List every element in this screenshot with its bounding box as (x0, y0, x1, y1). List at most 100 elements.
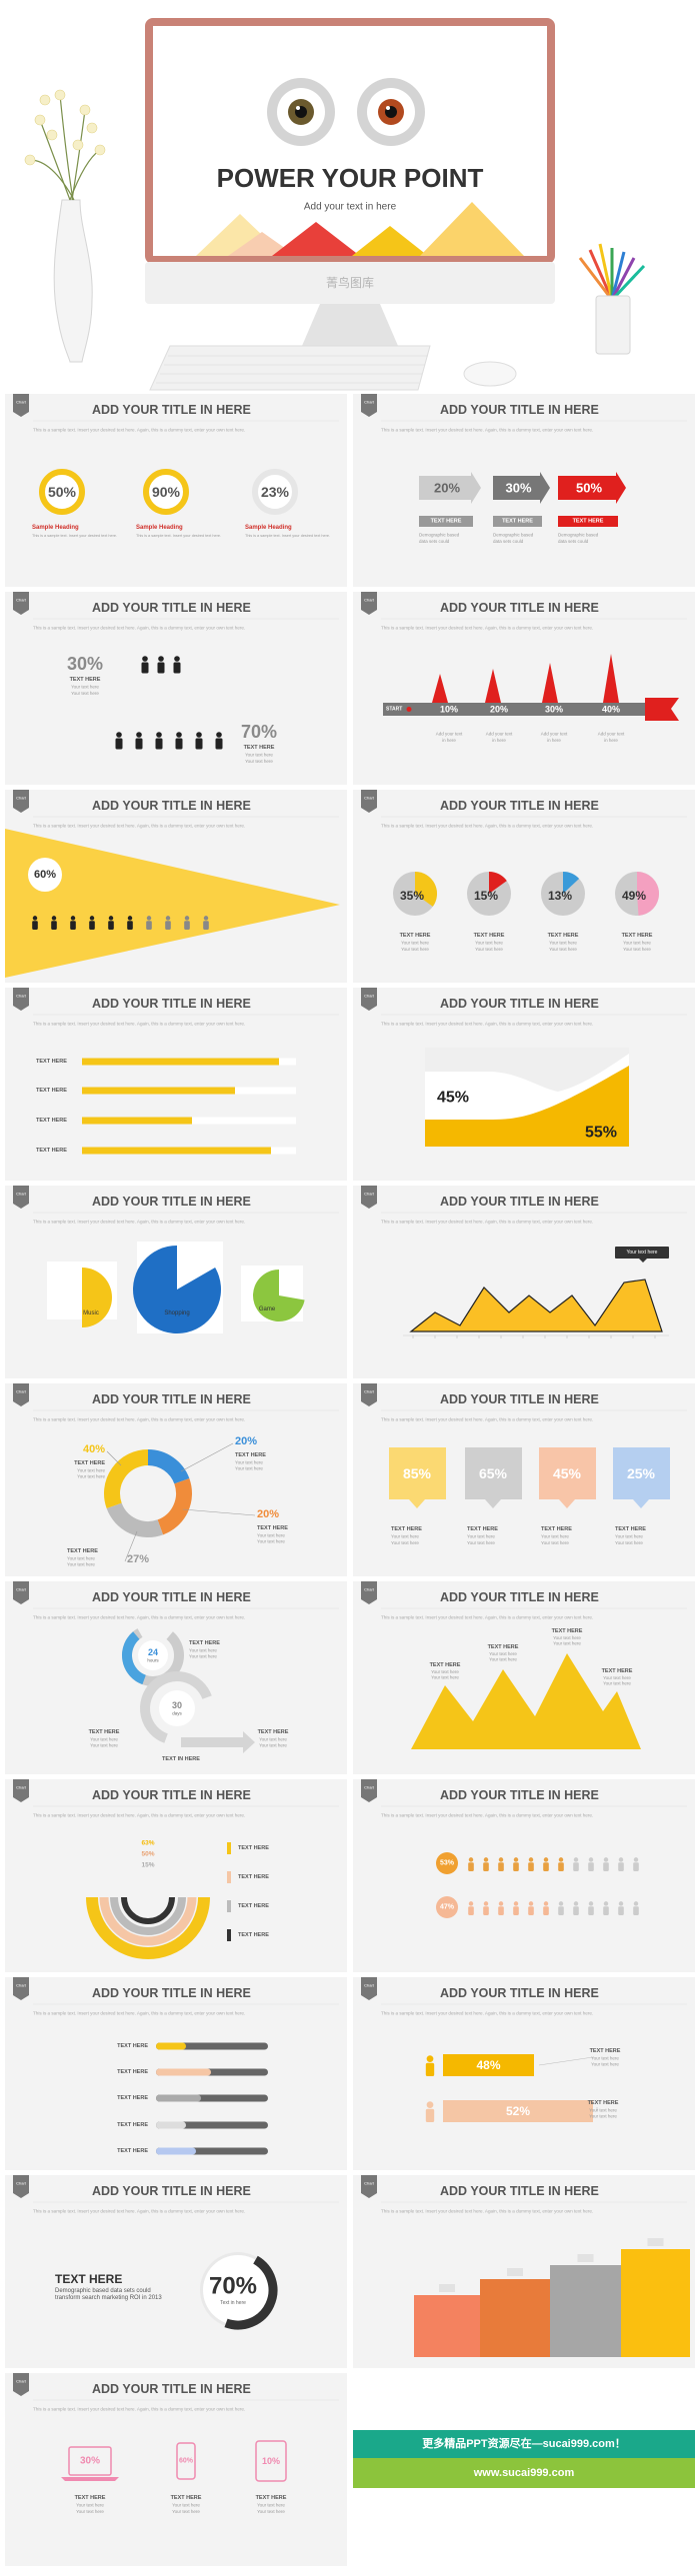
mountains (411, 1653, 641, 1749)
label: TEXT HERE (590, 2048, 621, 2054)
person-body (573, 1906, 579, 1915)
slide: Chart ADD YOUR TITLE IN HERE This is a sam… (353, 394, 695, 587)
value-arc (224, 2255, 278, 2330)
person-head (588, 1901, 594, 1906)
small-text: Your text here (489, 1657, 517, 1662)
value-label: 45% (437, 1090, 469, 1107)
slide: Chart ADD YOUR TITLE IN HERE This is a sam… (353, 1977, 695, 2170)
person-body (468, 1906, 474, 1915)
person-body (127, 921, 133, 930)
person-body (468, 1862, 474, 1871)
person-head (176, 732, 182, 738)
donut-segment (147, 1449, 190, 1484)
laptop-base (61, 2477, 119, 2481)
value-label: 15% (141, 1862, 154, 1869)
area-lower (425, 1066, 629, 1147)
person-body (528, 1906, 534, 1915)
start-dot (406, 707, 412, 712)
person-head (127, 916, 133, 921)
bar (621, 2249, 690, 2357)
intro-text: This is a sample text. Insert your desir… (381, 1417, 593, 1422)
person-head (573, 1857, 579, 1862)
label: TEXT HERE (474, 933, 505, 939)
intro-text: This is a sample text. Insert your desir… (33, 824, 245, 829)
tag-shape (361, 988, 377, 1011)
value-label: 40% (83, 1443, 105, 1455)
person-body (483, 1862, 489, 1871)
bar-label-box (507, 2268, 523, 2276)
value-label: 63% (141, 1840, 154, 1847)
half-ring (110, 1896, 186, 1935)
small-text: Your text here (391, 1534, 419, 1539)
small-text: Your text here (90, 1743, 118, 1748)
person-head (528, 1857, 534, 1862)
legend-swatch (227, 1929, 231, 1941)
label: TEXT HERE (391, 1526, 422, 1532)
slide: Chart ADD YOUR TITLE IN HERE This is a sam… (353, 1383, 695, 1576)
label: TEXT HERE (117, 2148, 148, 2154)
circle-value: 24 (148, 1647, 158, 1657)
slide: Chart ADD YOUR TITLE IN HERE This is a sam… (5, 394, 347, 587)
eye-glint (296, 106, 300, 110)
slide-title: ADD YOUR TITLE IN HERE (440, 1590, 599, 1604)
tag-label: Chart (364, 1785, 375, 1790)
person-head (543, 1857, 549, 1862)
pie-slice (415, 872, 437, 907)
flower (24, 154, 36, 166)
label: TEXT HERE (244, 745, 275, 751)
small-text: Add your text (436, 732, 463, 737)
small-text: in here (604, 738, 618, 743)
funnel (5, 829, 340, 978)
start-label: START (386, 707, 402, 713)
slide: Chart ADD YOUR TITLE IN HERE This is a sam… (353, 1779, 695, 1972)
tag-shape (13, 394, 29, 417)
label: TEXT HERE (258, 1729, 289, 1735)
value-label: 60% (34, 869, 56, 881)
person-head (603, 1857, 609, 1862)
small-text: Your text here (391, 1540, 419, 1545)
person-body (558, 1862, 564, 1871)
slide-title: ADD YOUR TITLE IN HERE (440, 403, 599, 417)
tag-label: Chart (16, 1587, 27, 1592)
small-text: Your text here (591, 2062, 619, 2067)
person-body (89, 921, 95, 930)
intro-text: This is a sample text. Insert your desir… (33, 1022, 245, 1027)
value-label: 23% (261, 484, 290, 500)
label: TEXT HERE (36, 1059, 67, 1065)
monitor-stand (302, 304, 398, 346)
small-text: Your text here (549, 941, 577, 946)
flower (72, 139, 84, 151)
value-label: 20% (490, 705, 508, 715)
small-text: This is a sample text. Insert your desir… (245, 534, 330, 538)
label: Music (83, 1310, 99, 1316)
small-text: Add your text (541, 732, 568, 737)
small-text: Your text here (553, 1635, 581, 1640)
slide-title: ADD YOUR TITLE IN HERE (440, 601, 599, 615)
banner-band (353, 2458, 695, 2488)
body-text: transform search marketing ROI in 2013 (55, 2295, 162, 2301)
small-text: Your text here (475, 947, 503, 952)
label: TEXT HERE (67, 1548, 98, 1554)
person-body (51, 921, 57, 930)
caption: Text in here (220, 2300, 246, 2306)
slide-title: ADD YOUR TITLE IN HERE (92, 1590, 251, 1604)
person-head (203, 916, 209, 921)
flower-stem (59, 94, 74, 201)
tag-label: Chart (16, 1983, 27, 1988)
label: TEXT HERE (117, 2069, 148, 2075)
pie-slice (253, 1270, 305, 1321)
flower (94, 144, 106, 156)
person-body (115, 738, 123, 750)
person-body (32, 921, 38, 930)
small-text: in here (547, 738, 561, 743)
person-body (203, 921, 209, 930)
value-circle (28, 858, 62, 892)
intro-text: This is a sample text. Insert your desir… (33, 1220, 245, 1225)
person-head (528, 1901, 534, 1906)
person-body (184, 921, 190, 930)
small-text: Your text here (553, 1641, 581, 1646)
value-label: 45% (553, 1465, 582, 1481)
tag-label: Chart (16, 1192, 27, 1197)
person-head (89, 916, 95, 921)
